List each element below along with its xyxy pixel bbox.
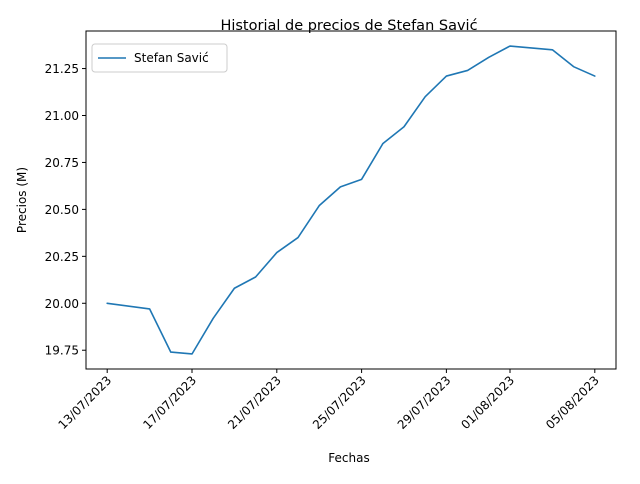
- y-tick-label: 20.00: [45, 297, 79, 311]
- y-tick-label: 19.75: [45, 344, 79, 358]
- legend: Stefan Savić: [92, 44, 227, 72]
- y-tick-label: 20.50: [45, 203, 79, 217]
- y-tick-label: 20.25: [45, 250, 79, 264]
- chart-title: Historial de precios de Stefan Savić: [220, 18, 477, 34]
- y-axis-label: Precios (M): [15, 167, 29, 233]
- y-tick-label: 21.00: [45, 109, 79, 123]
- y-tick-label: 21.25: [45, 62, 79, 76]
- x-axis-label: Fechas: [328, 451, 369, 465]
- y-tick-label: 20.75: [45, 156, 79, 170]
- legend-series-label: Stefan Savić: [134, 51, 209, 65]
